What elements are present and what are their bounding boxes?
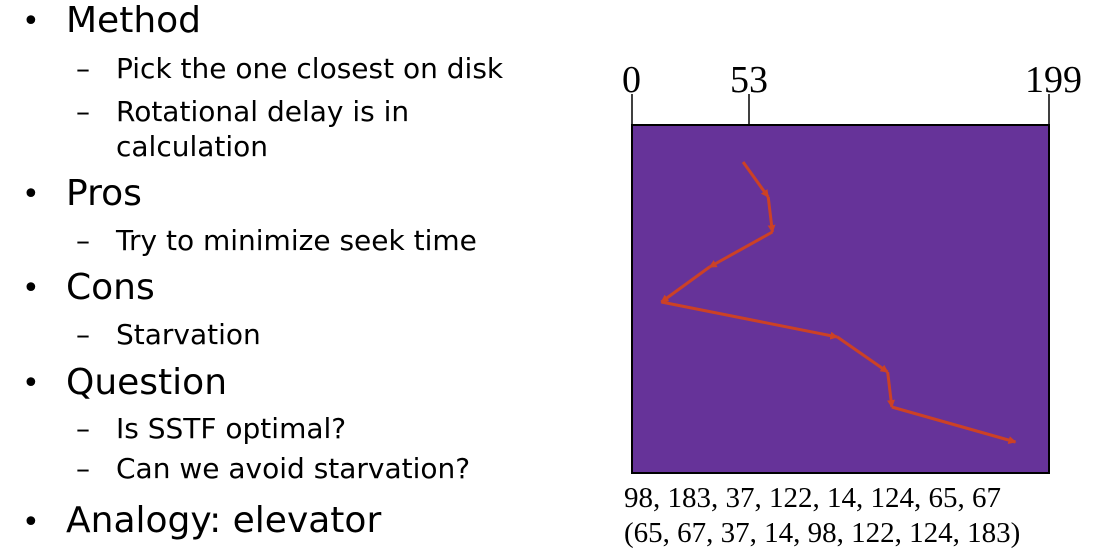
seek-segment <box>741 161 770 198</box>
service-order-caption: (65, 67, 37, 14, 98, 122, 124, 183) <box>624 517 1021 549</box>
dash: – <box>76 412 90 445</box>
seek-segment <box>891 405 1017 444</box>
disk-area <box>631 124 1050 474</box>
request-queue-caption: 98, 183, 37, 122, 14, 124, 65, 67 <box>624 482 1001 514</box>
dash: – <box>76 224 90 257</box>
axis-label-0: 0 <box>622 59 641 101</box>
sub-bullet-minimize-seek: Try to minimize seek time <box>116 224 477 257</box>
dash: – <box>76 95 90 128</box>
bullet-dot: • <box>22 271 40 306</box>
axis-label-199: 199 <box>1025 59 1082 101</box>
dash: – <box>76 452 90 485</box>
sub-bullet-rotational-delay-cont: calculation <box>116 130 269 163</box>
seek-segment <box>836 335 889 374</box>
bullet-analogy: Analogy: elevator <box>66 500 382 541</box>
seek-segment <box>661 300 839 340</box>
sub-bullet-avoid-starvation: Can we avoid starvation? <box>116 452 471 485</box>
bullet-dot: • <box>22 366 40 401</box>
bullet-question: Question <box>66 362 228 403</box>
bullet-dot: • <box>22 177 40 212</box>
bullet-dot: • <box>22 4 40 39</box>
seek-segment <box>766 196 776 233</box>
sub-bullet-starvation: Starvation <box>116 318 261 351</box>
sub-bullet-pick-closest: Pick the one closest on disk <box>116 52 504 85</box>
bullet-pros: Pros <box>66 173 142 214</box>
dash: – <box>76 52 90 85</box>
bullet-method: Method <box>66 0 202 41</box>
seek-segment <box>708 230 774 269</box>
sub-bullet-rotational-delay: Rotational delay is in <box>116 95 410 128</box>
sub-bullet-sstf-optimal: Is SSTF optimal? <box>116 412 347 445</box>
seek-path <box>660 161 1017 444</box>
bullet-list: • Method – Pick the one closest on disk … <box>22 0 504 541</box>
dash: – <box>76 318 90 351</box>
bullet-cons: Cons <box>66 267 155 308</box>
seek-segment <box>660 265 711 304</box>
bullet-dot: • <box>22 505 40 540</box>
seek-segment <box>886 371 895 408</box>
